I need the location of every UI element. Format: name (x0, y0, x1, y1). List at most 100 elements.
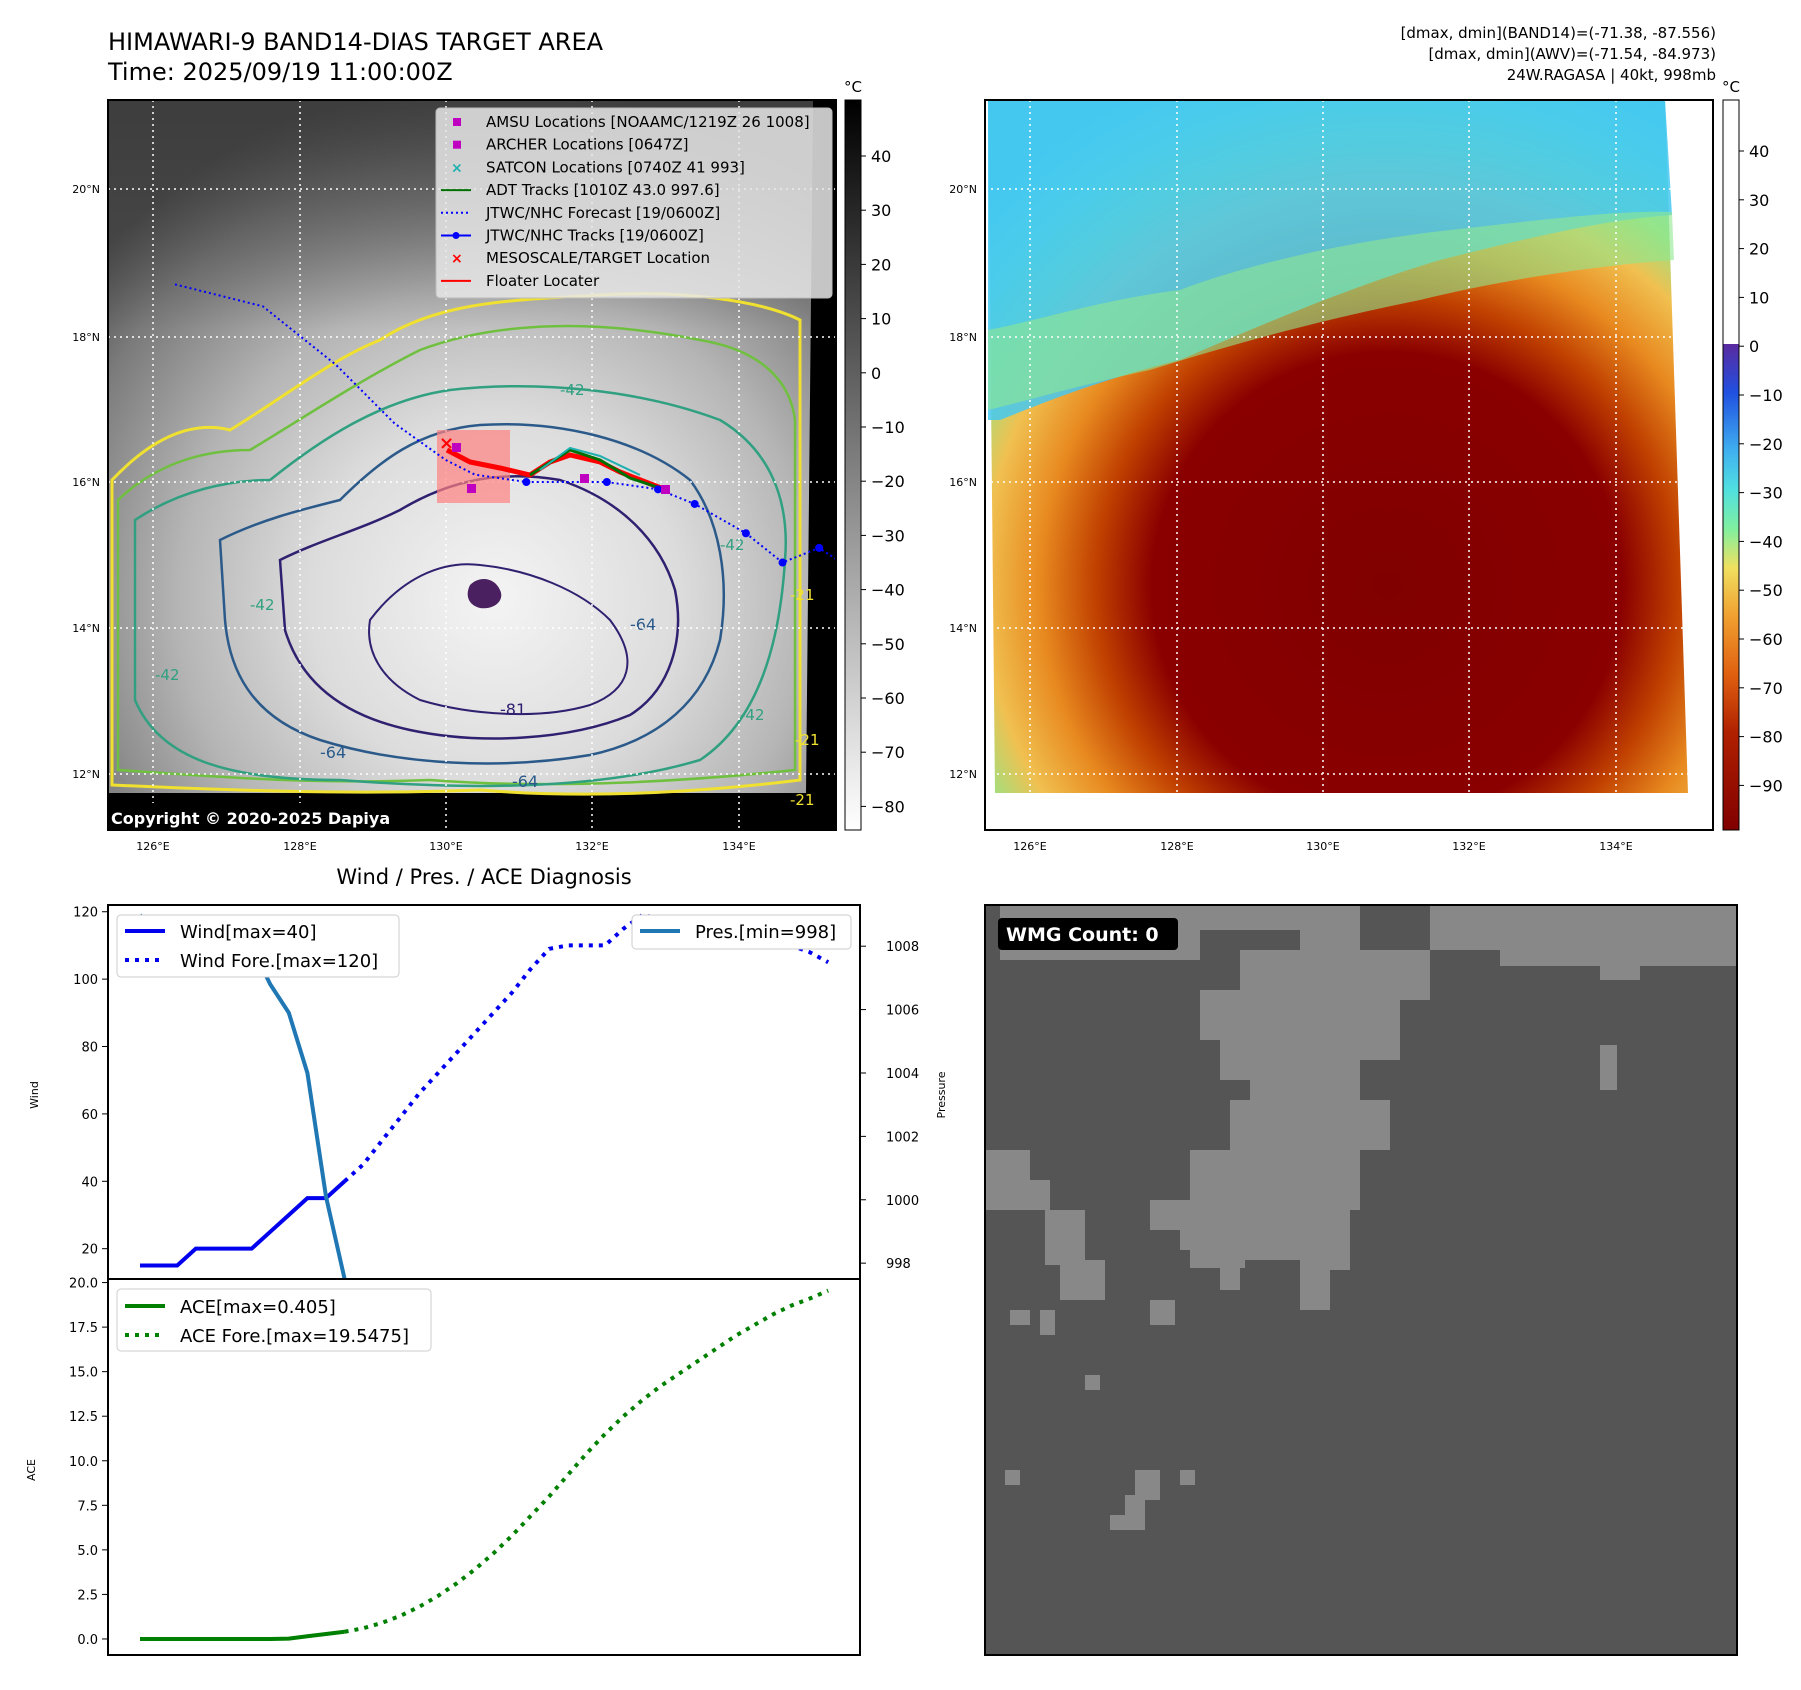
lat-tick-label: 12°N (949, 768, 977, 781)
lon-tick-label: 126°E (1013, 840, 1046, 853)
jtwc-track-points (522, 478, 824, 567)
contour-label: -42 (720, 536, 745, 554)
y-tick-label: 7.5 (77, 1499, 98, 1514)
contour-label: -64 (630, 615, 656, 634)
legend-label: MESOSCALE/TARGET Location (486, 249, 710, 267)
contour-label: -42 (560, 381, 585, 399)
jtwc-track-point (654, 485, 663, 494)
colorbar-tick-label: 10 (1749, 288, 1769, 307)
left-map-lon-labels: 126°E 128°E 130°E 132°E 134°E (136, 840, 755, 853)
y-tick-label: 1004 (886, 1067, 919, 1082)
pressure-legend-box (631, 914, 852, 950)
legend-label: JTWC/NHC Tracks [19/0600Z] (485, 227, 704, 245)
wmg-light-region (1000, 905, 1737, 1310)
y-tick-label: 120 (73, 906, 98, 921)
contour-label: -64 (320, 743, 346, 762)
right-colorbar-unit: °C (1722, 78, 1740, 96)
y-tick-label: 20 (81, 1243, 98, 1258)
legend-label: AMSU Locations [NOAAMC/1219Z 26 1008] (486, 113, 810, 131)
lat-tick-label: 20°N (72, 183, 100, 196)
jtwc-track-point (741, 529, 750, 538)
y-tick-label: 1000 (886, 1194, 919, 1209)
colorbar-tick-label: 0 (871, 364, 881, 383)
colorbar-tick-label: −30 (871, 526, 905, 545)
colorbar-tick-label: −20 (1749, 435, 1783, 454)
satcon-track (539, 446, 641, 476)
lat-tick-label: 16°N (949, 476, 977, 489)
left-map-lat-labels: 20°N 18°N 16°N 14°N 12°N (72, 183, 100, 781)
wind-series-line (140, 1179, 346, 1268)
right-map-gridlines (985, 100, 1713, 830)
cold-core-blob (467, 578, 502, 609)
lat-tick-label: 12°N (72, 768, 100, 781)
jtwc-track-point (815, 543, 824, 552)
y-tick-label: 0.0 (77, 1633, 98, 1648)
colorbar-tick-label: 20 (1749, 240, 1769, 259)
ace-legend-label: ACE[max=0.405] (180, 1297, 336, 1318)
stats-band14: [dmax, dmin](BAND14)=(-71.38, -87.556) (1401, 24, 1716, 42)
pressure-legend-label: Pres.[min=998] (695, 922, 836, 943)
colorbar-tick-label: 30 (871, 201, 891, 220)
wind-legend-label: Wind[max=40] (180, 922, 317, 943)
left-colorbar-unit: °C (844, 78, 862, 96)
map-legend-box (435, 107, 833, 299)
contour-green (116, 324, 797, 786)
colorbar-tick-label: −50 (1749, 581, 1783, 600)
wind-legend-box (116, 914, 400, 978)
archer-marker (452, 443, 461, 452)
wmg-frame (984, 904, 1738, 1656)
lat-tick-label: 16°N (72, 476, 100, 489)
wmg-panel: WMG Count: 0 (984, 904, 1738, 1656)
diagnosis-title: Wind / Pres. / ACE Diagnosis (336, 865, 631, 889)
colorbar-tick-label: −70 (1749, 679, 1783, 698)
y-tick-label: 1008 (886, 940, 919, 955)
colorbar-tick-label: −20 (871, 472, 905, 491)
wmg-count-label: WMG Count: 0 (1006, 924, 1159, 946)
ace-forecast-legend-label: ACE Fore.[max=19.5475] (180, 1326, 409, 1347)
legend-label: ARCHER Locations [0647Z] (486, 136, 689, 154)
y-tick-label: 1002 (886, 1130, 919, 1145)
y-tick-label: 10.0 (69, 1455, 98, 1470)
y-tick-label: 80 (81, 1041, 98, 1056)
colorbar-tick-label: 30 (1749, 191, 1769, 210)
wind-axis-label: Wind (28, 1081, 41, 1109)
legend-label: SATCON Locations [0740Z 41 993] (486, 158, 745, 176)
archer-marker (467, 484, 476, 493)
left-map-panel: -64 -64 -81 -64 -42 -42 -42 -42 -42 -21 … (107, 99, 837, 831)
colorbar-tick-label: −80 (1749, 728, 1783, 747)
colorbar-tick-label: 20 (871, 255, 891, 274)
right-map-frame (984, 99, 1714, 831)
ace-forecast-series-line (344, 1288, 829, 1634)
legend-marker (452, 232, 460, 239)
colorbar-tick-label: −30 (1749, 484, 1783, 503)
stats-awv: [dmax, dmin](AWV)=(-71.54, -84.973) (1428, 45, 1716, 63)
legend-label: Floater Locater (486, 272, 600, 290)
contour-label: -64 (512, 772, 538, 791)
contour-label: -21 (790, 791, 815, 809)
legend-label: ADT Tracks [1010Z 43.0 997.6] (486, 181, 720, 199)
right-map-lat-labels: 20°N 18°N 16°N 14°N 12°N (949, 183, 977, 781)
contour-label: -42 (155, 666, 180, 684)
legend-marker: × (451, 160, 463, 176)
colorbar-tick-label: −10 (871, 418, 905, 437)
lat-tick-label: 20°N (949, 183, 977, 196)
jtwc-track-point (522, 478, 531, 486)
colorbar-tick-label: 40 (871, 147, 891, 166)
legend-marker: × (451, 251, 463, 267)
wind-forecast-legend-label: Wind Fore.[max=120] (180, 951, 378, 972)
lon-tick-label: 130°E (1306, 840, 1339, 853)
contour-blue (218, 423, 725, 765)
jtwc-track-point (602, 478, 611, 486)
lon-tick-label: 130°E (429, 840, 462, 853)
y-tick-label: 5.0 (77, 1544, 98, 1559)
colorbar-tick-label: −60 (871, 689, 905, 708)
colorbar-tick-label: −60 (1749, 630, 1783, 649)
colorbar-tick-label: −40 (871, 581, 905, 600)
lon-tick-label: 128°E (283, 840, 316, 853)
right-colorbar: °C 40 30 20 10 0 −10 −20 −30 −40 −50 −60 −70 −80 −90 (1722, 78, 1783, 831)
legend-marker (453, 118, 461, 126)
lon-tick-label: 134°E (1599, 840, 1632, 853)
y-tick-label: 2.5 (77, 1588, 98, 1603)
contour-label: -42 (740, 706, 765, 724)
